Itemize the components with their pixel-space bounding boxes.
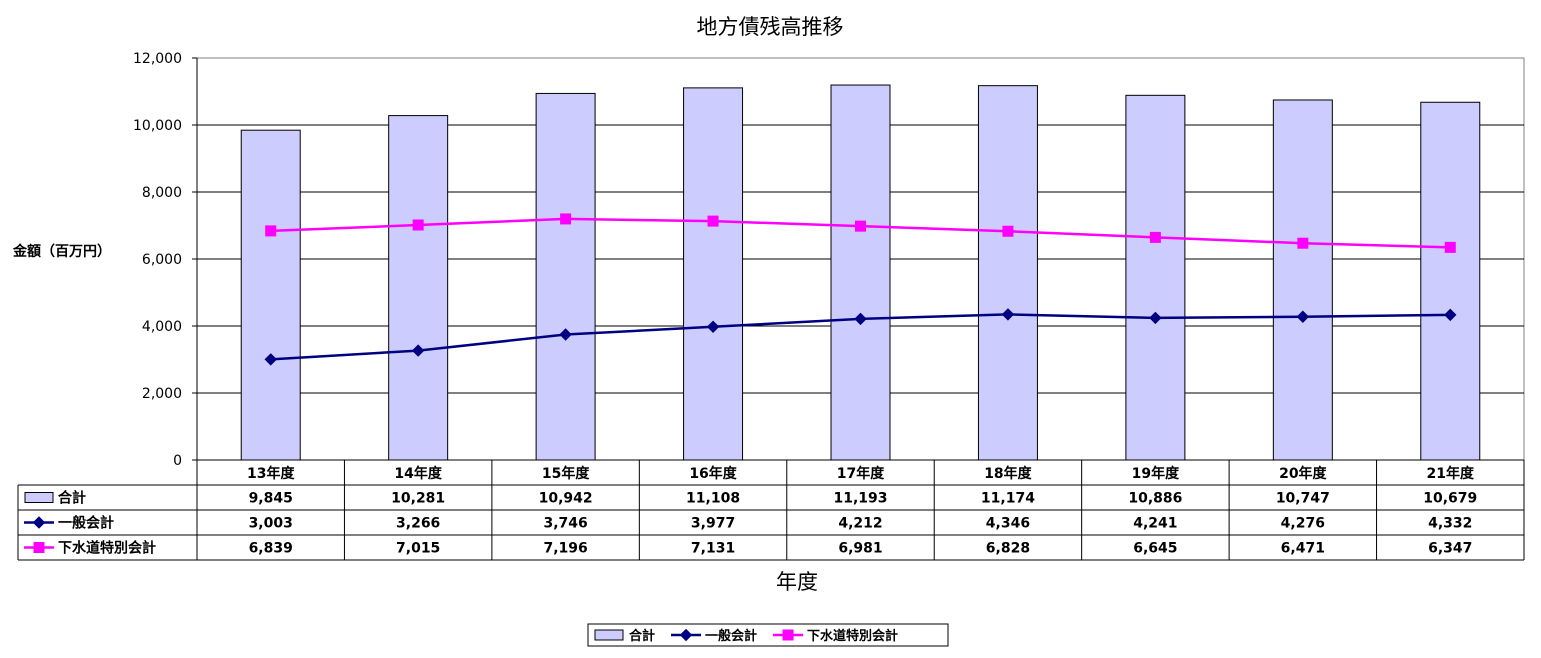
bar [1272, 99, 1333, 461]
category-label: 17年度 [837, 465, 885, 482]
chart-title: 地方債残高推移 [697, 15, 844, 39]
data-label: 10,747 [1276, 491, 1330, 507]
data-label: 3,977 [691, 516, 735, 532]
legend-label: 下水道特別会計 [807, 628, 898, 644]
table-legend-key [33, 542, 45, 553]
y-tick-label: 10,000 [133, 118, 182, 134]
series-point [264, 353, 277, 366]
data-label: 4,212 [838, 516, 882, 532]
table-legend-key [24, 492, 54, 503]
data-label: 6,347 [1428, 541, 1472, 557]
data-label: 4,346 [986, 516, 1030, 532]
legend-box [587, 623, 949, 647]
series-point [411, 344, 425, 357]
category-label: 18年度 [984, 465, 1032, 482]
series-point [1444, 308, 1457, 322]
category-label: 21年度 [1427, 465, 1475, 482]
bar [977, 85, 1038, 461]
series-point [855, 220, 866, 232]
legend-key [679, 628, 693, 642]
bar [830, 84, 891, 461]
data-label: 4,241 [1133, 516, 1177, 532]
bar [240, 129, 301, 461]
category-label: 19年度 [1132, 465, 1180, 482]
series-name: 下水道特別会計 [58, 540, 156, 557]
bar [535, 92, 596, 461]
data-label: 4,276 [1281, 516, 1325, 532]
data-label: 7,131 [691, 541, 735, 557]
series-name: 合計 [58, 490, 86, 507]
category-label: 20年度 [1279, 465, 1327, 482]
legend-label: 一般会計 [705, 628, 757, 644]
data-label: 3,746 [543, 516, 587, 532]
y-tick-label: 6,000 [142, 252, 182, 268]
bar [1420, 101, 1481, 461]
data-label: 11,108 [686, 491, 740, 507]
series-point [559, 328, 572, 341]
data-label: 6,471 [1281, 541, 1325, 557]
y-axis-label: 金額（百万円） [12, 243, 111, 260]
data-label: 7,196 [543, 541, 587, 557]
category-label: 15年度 [542, 465, 590, 482]
data-label: 11,174 [981, 491, 1035, 507]
series-point [1444, 241, 1456, 253]
series-point [412, 219, 424, 231]
series-point [1149, 231, 1161, 243]
y-tick-label: 4,000 [142, 319, 182, 335]
series-point [707, 215, 719, 227]
data-label: 10,886 [1128, 491, 1182, 507]
table-legend-key [32, 516, 46, 529]
data-label: 6,839 [249, 541, 293, 557]
y-tick-label: 12,000 [133, 51, 182, 67]
data-label: 10,281 [391, 491, 445, 507]
series-name: 一般会計 [58, 515, 114, 532]
series-point [1002, 225, 1014, 237]
legend-label: 合計 [629, 628, 655, 644]
data-label: 7,015 [396, 541, 440, 557]
data-label: 6,981 [838, 541, 882, 557]
data-label: 6,645 [1133, 541, 1177, 557]
legend-key [782, 629, 794, 641]
data-label: 10,679 [1423, 491, 1477, 507]
bar [683, 87, 744, 461]
category-label: 16年度 [689, 465, 737, 482]
legend-key [594, 629, 624, 641]
data-label: 6,828 [986, 541, 1030, 557]
series-point [1296, 310, 1310, 323]
data-label: 11,193 [833, 491, 887, 507]
series-point [854, 312, 867, 326]
y-tick-label: 8,000 [142, 185, 182, 201]
series-point [560, 213, 572, 225]
category-label: 13年度 [247, 465, 295, 482]
data-label: 4,332 [1428, 516, 1472, 532]
data-label: 3,003 [249, 516, 293, 532]
y-tick-label: 2,000 [142, 386, 182, 402]
bar [1125, 94, 1186, 461]
y-tick-label: 0 [173, 453, 182, 469]
series-point [1297, 237, 1309, 249]
bar [388, 115, 449, 461]
data-label: 10,942 [539, 491, 593, 507]
data-label: 9,845 [249, 491, 293, 507]
series-point [706, 320, 720, 333]
series-point [265, 225, 277, 237]
category-label: 14年度 [394, 465, 442, 482]
series-point [1001, 308, 1015, 321]
series-point [1149, 311, 1162, 325]
data-label: 3,266 [396, 516, 440, 532]
x-axis-label: 年度 [776, 570, 818, 594]
